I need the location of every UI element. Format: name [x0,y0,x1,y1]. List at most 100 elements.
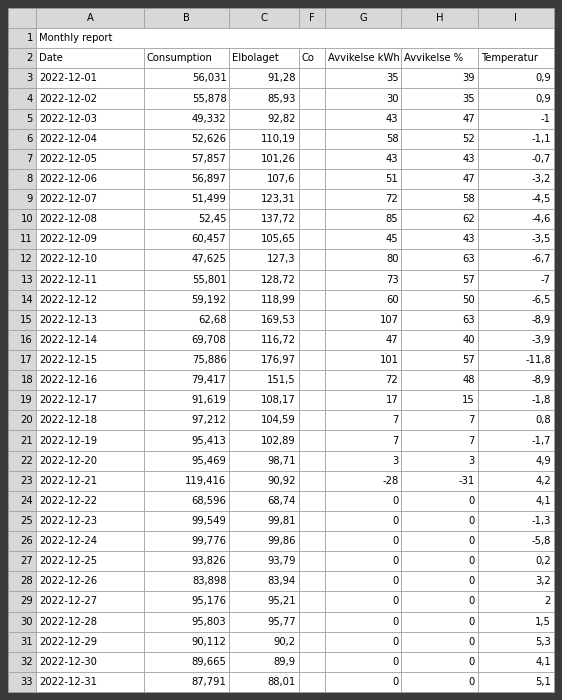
Text: 2022-12-31: 2022-12-31 [39,677,97,687]
Bar [478,631,554,652]
Bar [478,430,554,451]
Bar [478,108,554,129]
Bar [36,631,144,652]
Text: 17: 17 [20,355,33,365]
Bar [36,430,144,451]
Bar [298,370,325,390]
Bar [144,230,229,249]
Bar [8,652,36,672]
Text: 2022-12-22: 2022-12-22 [39,496,97,506]
Bar [401,531,478,551]
Bar [229,149,298,169]
Bar [401,290,478,310]
Bar [229,8,298,28]
Bar [8,189,36,209]
Bar [401,652,478,672]
Bar [8,551,36,571]
Text: A: A [87,13,93,23]
Bar [36,129,144,149]
Text: 30: 30 [386,94,398,104]
Text: 0: 0 [469,576,475,587]
Bar [298,350,325,370]
Bar [144,310,229,330]
Text: -3,9: -3,9 [532,335,551,345]
Bar [36,410,144,430]
Bar [36,511,144,531]
Text: 2022-12-10: 2022-12-10 [39,255,97,265]
Text: 116,72: 116,72 [261,335,296,345]
Bar [36,270,144,290]
Bar [144,551,229,571]
Text: -1,8: -1,8 [532,395,551,405]
Bar [478,451,554,470]
Bar [36,350,144,370]
Text: -1,1: -1,1 [532,134,551,143]
Bar [8,531,36,551]
Bar [144,612,229,631]
Bar [144,189,229,209]
Text: 14: 14 [20,295,33,304]
Bar [478,149,554,169]
Bar [8,390,36,410]
Text: 73: 73 [386,274,398,285]
Bar [229,430,298,451]
Text: 2022-12-24: 2022-12-24 [39,536,97,546]
Bar [478,69,554,88]
Text: 1,5: 1,5 [535,617,551,626]
Bar [478,270,554,290]
Text: 56,897: 56,897 [192,174,226,184]
Text: 118,99: 118,99 [261,295,296,304]
Bar [401,491,478,511]
Text: -4,5: -4,5 [532,194,551,204]
Bar [229,48,298,69]
Bar [144,672,229,692]
Bar [229,209,298,230]
Text: 85,93: 85,93 [267,94,296,104]
Bar [144,531,229,551]
Bar [401,270,478,290]
Bar [478,410,554,430]
Bar [144,491,229,511]
Bar [298,451,325,470]
Text: 58: 58 [462,194,475,204]
Bar [8,270,36,290]
Text: 101,26: 101,26 [261,154,296,164]
Bar [229,310,298,330]
Text: 43: 43 [386,154,398,164]
Bar [401,230,478,249]
Text: 0: 0 [469,637,475,647]
Bar [144,88,229,108]
Text: -6,7: -6,7 [532,255,551,265]
Bar [298,390,325,410]
Text: 90,2: 90,2 [274,637,296,647]
Text: 8: 8 [27,174,33,184]
Bar [229,189,298,209]
Bar [325,551,401,571]
Bar [401,108,478,129]
Text: 43: 43 [462,154,475,164]
Text: I: I [514,13,517,23]
Text: 0: 0 [392,657,398,667]
Bar [325,652,401,672]
Text: 2022-12-08: 2022-12-08 [39,214,97,224]
Bar [36,491,144,511]
Bar [298,290,325,310]
Text: -1: -1 [541,113,551,124]
Bar [229,270,298,290]
Text: 2022-12-07: 2022-12-07 [39,194,97,204]
Bar [144,48,229,69]
Text: 24: 24 [20,496,33,506]
Text: 176,97: 176,97 [261,355,296,365]
Text: 92,82: 92,82 [267,113,296,124]
Bar [401,169,478,189]
Bar [144,290,229,310]
Text: 30: 30 [20,617,33,626]
Text: 62,68: 62,68 [198,315,226,325]
Text: 2022-12-01: 2022-12-01 [39,74,97,83]
Text: 1: 1 [26,33,33,43]
Text: 7: 7 [26,154,33,164]
Text: 13: 13 [20,274,33,285]
Bar [229,249,298,270]
Text: 151,5: 151,5 [267,375,296,385]
Text: 59,192: 59,192 [192,295,226,304]
